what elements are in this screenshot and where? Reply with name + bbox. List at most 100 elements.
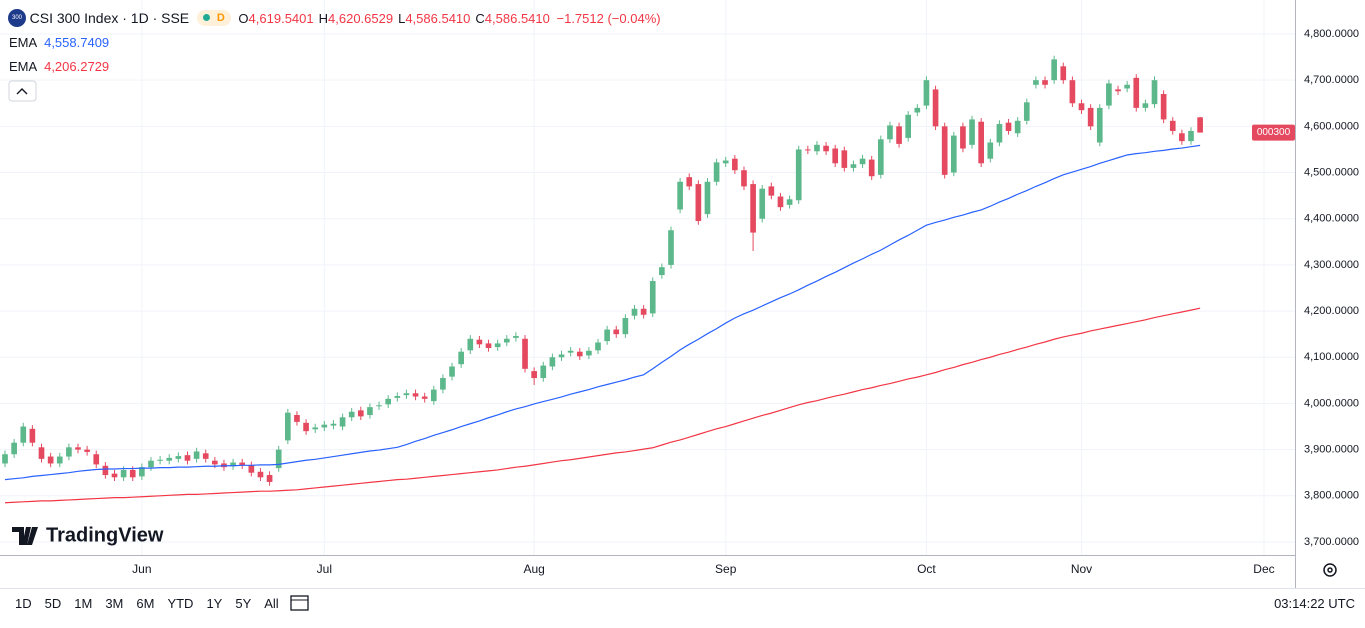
- candle-body: [330, 423, 337, 426]
- y-tick-label: 4,700.0000: [1304, 74, 1359, 86]
- candle-body: [950, 135, 957, 173]
- candle-body: [230, 462, 236, 467]
- candle-body: [604, 329, 610, 342]
- symbol-icon: 300: [8, 9, 26, 27]
- status-badge[interactable]: D: [196, 10, 231, 26]
- ema-legend-2: EMA 4,206.2729: [9, 59, 109, 74]
- y-tick-label: 4,800.0000: [1304, 28, 1359, 40]
- candle-body: [166, 457, 173, 461]
- candle-body: [157, 459, 163, 461]
- candle-body: [257, 471, 264, 478]
- candle-body: [1151, 80, 1158, 105]
- candle-body: [38, 447, 45, 459]
- candle-body: [649, 281, 656, 314]
- candle-body: [1051, 59, 1057, 81]
- candle-body: [531, 371, 537, 379]
- range-button[interactable]: 5D: [44, 596, 62, 611]
- candle-body: [941, 126, 948, 175]
- logo-mark: [12, 527, 38, 545]
- candle-body: [430, 389, 437, 402]
- candle-body: [1023, 102, 1030, 121]
- ohlc-label: C: [475, 10, 485, 26]
- candle-body: [841, 150, 848, 168]
- candle-body: [66, 447, 72, 457]
- x-tick-label: Jul: [317, 562, 332, 576]
- status-dot: [202, 14, 210, 21]
- candle-body: [613, 329, 620, 335]
- collapse-box[interactable]: [8, 80, 37, 102]
- candle-body: [56, 456, 63, 464]
- range-button[interactable]: 3M: [105, 596, 124, 611]
- ema-value: 4,558.7409: [44, 35, 110, 50]
- candle-body: [868, 159, 875, 177]
- candle-body: [1033, 80, 1039, 85]
- candle-body: [823, 145, 829, 152]
- y-tick-label: 4,100.0000: [1304, 351, 1359, 363]
- candle-body: [239, 462, 246, 466]
- candle-body: [348, 411, 355, 418]
- candle-body: [275, 449, 282, 469]
- candle-body: [2, 454, 8, 464]
- settings-button[interactable]: [1323, 563, 1337, 577]
- candle-body: [11, 442, 17, 455]
- range-button[interactable]: YTD: [167, 596, 194, 611]
- candle-body: [312, 427, 319, 430]
- grid: [0, 0, 1295, 555]
- axes: 3,700.0000 3,800.0000 3,900.0000 4,000.0000…: [132, 28, 1359, 576]
- last-price-badge: 000300: [1252, 124, 1295, 141]
- ohlc-value: 4,586.5410: [405, 10, 471, 26]
- candle-body: [1188, 130, 1194, 142]
- candle-body: [1160, 94, 1167, 120]
- collapse-button[interactable]: [8, 80, 37, 102]
- range-button[interactable]: 1M: [74, 596, 93, 611]
- candle-body: [449, 366, 455, 377]
- candle-body: [887, 125, 893, 140]
- candle-body: [184, 455, 191, 461]
- candle-body: [522, 338, 528, 369]
- candle-body: [1106, 83, 1112, 106]
- settings-icon[interactable]: [1323, 563, 1337, 577]
- candle-body: [476, 339, 483, 345]
- ema-name: EMA: [9, 35, 37, 50]
- candle-body: [960, 126, 966, 149]
- range-button[interactable]: 5Y: [235, 596, 252, 611]
- range-button[interactable]: 1D: [15, 596, 32, 611]
- candle-body: [795, 149, 802, 201]
- header: 300 CSI 300 Index · 1D · SSE D O4,619.54…: [8, 9, 661, 27]
- candle-body: [494, 343, 501, 348]
- candle-body: [458, 351, 464, 365]
- y-tick-label: 4,200.0000: [1304, 305, 1359, 317]
- candle-body: [248, 465, 255, 473]
- y-tick-label: 4,500.0000: [1304, 166, 1359, 178]
- change: −1.7512 (−0.04%): [556, 10, 661, 26]
- candle-body: [631, 308, 638, 316]
- candle-body: [1133, 77, 1140, 108]
- candle-body: [303, 422, 309, 432]
- candle-body: [695, 184, 702, 222]
- logo: TradingView: [12, 524, 164, 546]
- candle-body: [467, 338, 474, 351]
- candle-body: [1197, 117, 1203, 133]
- candle-body: [212, 460, 218, 465]
- candle-body: [914, 107, 921, 113]
- candle-body: [357, 410, 364, 417]
- date-range-button[interactable]: [290, 595, 309, 611]
- candle-body: [814, 144, 820, 152]
- candle-body: [640, 308, 647, 315]
- candle-body: [923, 80, 930, 106]
- candle-body: [1014, 120, 1021, 134]
- collapse-chevron[interactable]: [16, 88, 28, 95]
- settings-icon-center[interactable]: [1327, 567, 1333, 573]
- range-button[interactable]: All: [264, 596, 279, 611]
- calendar-icon[interactable]: [290, 595, 309, 611]
- candle-body: [832, 148, 839, 164]
- candle-body: [668, 230, 674, 265]
- ohlc-label: H: [318, 10, 329, 26]
- candle-body: [704, 181, 711, 215]
- candle-body: [503, 338, 510, 343]
- candle-body: [1179, 133, 1185, 142]
- range-button[interactable]: 6M: [136, 596, 155, 611]
- candle-body: [558, 354, 565, 358]
- range-button[interactable]: 1Y: [206, 596, 223, 611]
